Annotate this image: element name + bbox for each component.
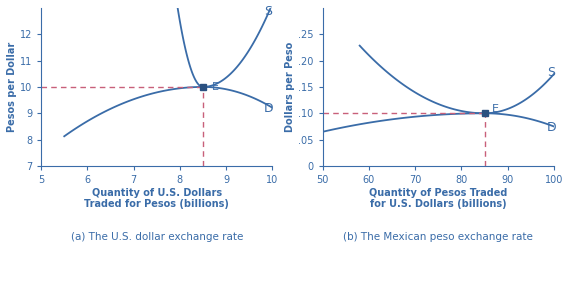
Text: D: D: [547, 121, 556, 134]
Text: E: E: [212, 82, 219, 92]
Y-axis label: Dollars per Peso: Dollars per Peso: [286, 42, 295, 132]
X-axis label: Quantity of U.S. Dollars
Traded for Pesos (billions): Quantity of U.S. Dollars Traded for Peso…: [84, 188, 229, 209]
Text: E: E: [491, 104, 498, 114]
Y-axis label: Pesos per Dollar: Pesos per Dollar: [7, 42, 17, 132]
Text: S: S: [548, 66, 556, 79]
X-axis label: Quantity of Pesos Traded
for U.S. Dollars (billions): Quantity of Pesos Traded for U.S. Dollar…: [369, 188, 507, 209]
Text: D: D: [264, 102, 274, 114]
Text: S: S: [264, 5, 272, 18]
Text: (b) The Mexican peso exchange rate: (b) The Mexican peso exchange rate: [343, 232, 533, 242]
Text: (a) The U.S. dollar exchange rate: (a) The U.S. dollar exchange rate: [71, 232, 243, 242]
